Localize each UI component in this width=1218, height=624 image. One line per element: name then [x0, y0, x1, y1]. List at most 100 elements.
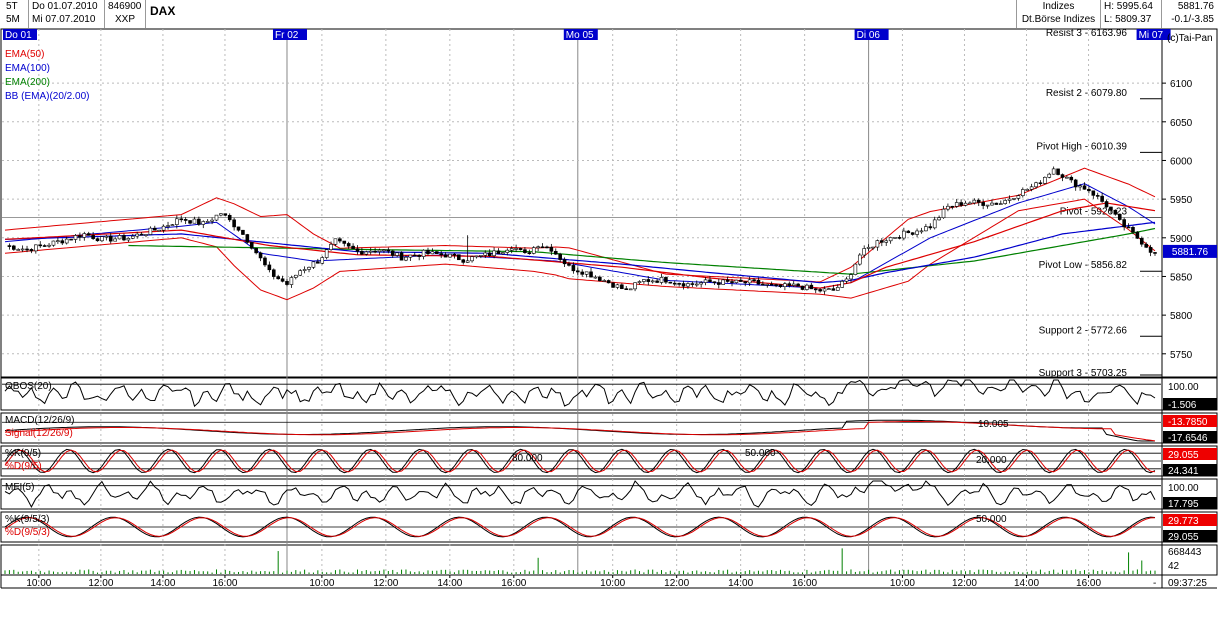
candle-body: [214, 214, 219, 221]
x-tick-label: 12:00: [88, 578, 113, 589]
candle-body: [73, 235, 78, 240]
candle-body: [179, 218, 184, 221]
candle-body: [1148, 247, 1153, 253]
candle-body: [800, 285, 805, 290]
candle-body: [809, 284, 814, 290]
candle-body: [677, 283, 681, 285]
x-tick-label: 10:00: [600, 578, 625, 589]
candle-body: [271, 269, 276, 277]
candle-body: [686, 283, 690, 287]
candle-body: [849, 274, 853, 280]
pivot-levels-layer: Resist 3 - 6163.96 Resist 2 - 6079.80 Pivo…: [2, 28, 1162, 379]
candle-body: [1153, 252, 1157, 254]
candle-body: [12, 245, 16, 250]
candle-body: [382, 249, 386, 252]
candle-body: [1065, 176, 1069, 179]
candle-body: [985, 204, 990, 207]
candle-body: [170, 224, 175, 226]
candle-body: [919, 230, 924, 233]
candle-body: [998, 203, 1003, 205]
candle-body: [672, 282, 677, 285]
candle-body: [906, 230, 911, 233]
candle-body: [430, 251, 435, 255]
day-label: Mo 05: [566, 30, 594, 41]
candle-body: [1069, 176, 1074, 181]
candle-body: [756, 279, 761, 285]
candle-body: [1117, 213, 1122, 220]
candle-body: [813, 288, 818, 291]
candle-body: [650, 280, 655, 283]
candle-body: [990, 202, 994, 206]
candle-body: [708, 279, 712, 283]
candle-body: [1012, 198, 1016, 200]
candle-body: [285, 281, 289, 285]
macd-signal-line: [4, 421, 1156, 442]
mfi-level-label: 100.00: [1168, 483, 1199, 494]
chart-title: DAX: [150, 4, 176, 18]
candle-body: [435, 251, 439, 254]
stoch2-d-value-box: [1163, 530, 1217, 542]
candle-body: [932, 219, 937, 229]
candle-body: [540, 246, 545, 249]
stoch2-k-line: [4, 516, 1156, 538]
price-change: -0.1/-3.85: [1171, 14, 1214, 25]
candle-body: [725, 279, 730, 282]
candle-body: [51, 240, 56, 246]
candle-body: [1144, 243, 1148, 248]
candle-body: [1003, 200, 1007, 204]
candle-body: [1091, 190, 1096, 196]
grid-layer: [0, 28, 1218, 589]
x-tick-label: 16:00: [1076, 578, 1101, 589]
x-tick-label: 12:00: [373, 578, 398, 589]
candle-body: [624, 288, 629, 290]
candle-body: [840, 281, 844, 288]
candle-body: [501, 252, 505, 255]
stoch2-level-label: 50.000: [976, 514, 1007, 525]
last-price-cell: 5881.76 -0.1/-3.85: [1162, 0, 1217, 28]
candle-body: [351, 245, 355, 250]
obos-line: [4, 379, 1156, 408]
candle-body: [1043, 176, 1047, 184]
candle-body: [135, 233, 139, 237]
candle-body: [368, 250, 373, 253]
macd-label: MACD(12/26/9): [5, 415, 74, 426]
obos-level-label: 100.00: [1168, 382, 1199, 393]
obos-value: -1.506: [1168, 400, 1197, 411]
candle-body: [747, 279, 752, 284]
candle-body: [844, 278, 849, 282]
candle-body: [1082, 185, 1087, 190]
day-label: Di 06: [857, 30, 881, 41]
stoch2-k-value: 29.773: [1168, 516, 1199, 527]
day-label-box: [1136, 29, 1171, 40]
candle-body: [1095, 195, 1100, 197]
y-tick-label: 5750: [1170, 350, 1193, 361]
ema100-line: [4, 221, 1156, 284]
candle-body: [620, 284, 624, 289]
candle-body: [580, 271, 585, 275]
candle-body: [827, 288, 831, 290]
timeframe-cell[interactable]: 5T 5M: [0, 0, 29, 28]
stoch1-level-label-50: 50.000: [745, 448, 776, 459]
candle-body: [1135, 231, 1140, 239]
candle-body: [509, 248, 514, 251]
candle-body: [144, 234, 148, 236]
stoch1-d-value: 24.341: [1168, 466, 1199, 477]
candle-body: [633, 282, 637, 290]
stoch2-d-label: %D(9/5/3): [5, 527, 50, 538]
x-tick-label: 14:00: [728, 578, 753, 589]
candle-body: [236, 226, 241, 231]
candle-body: [571, 265, 576, 272]
candle-body: [364, 251, 369, 255]
candle-body: [192, 218, 197, 224]
candle-body: [294, 274, 298, 278]
candle-body: [866, 246, 871, 249]
macd-value: -13.7850: [1168, 417, 1208, 428]
candle-body: [950, 205, 955, 208]
candle-body: [523, 249, 527, 253]
candle-body: [241, 229, 245, 235]
candle-body: [716, 282, 721, 285]
candle-body: [941, 208, 946, 219]
candle-body: [267, 264, 272, 271]
candle-body: [659, 277, 664, 283]
